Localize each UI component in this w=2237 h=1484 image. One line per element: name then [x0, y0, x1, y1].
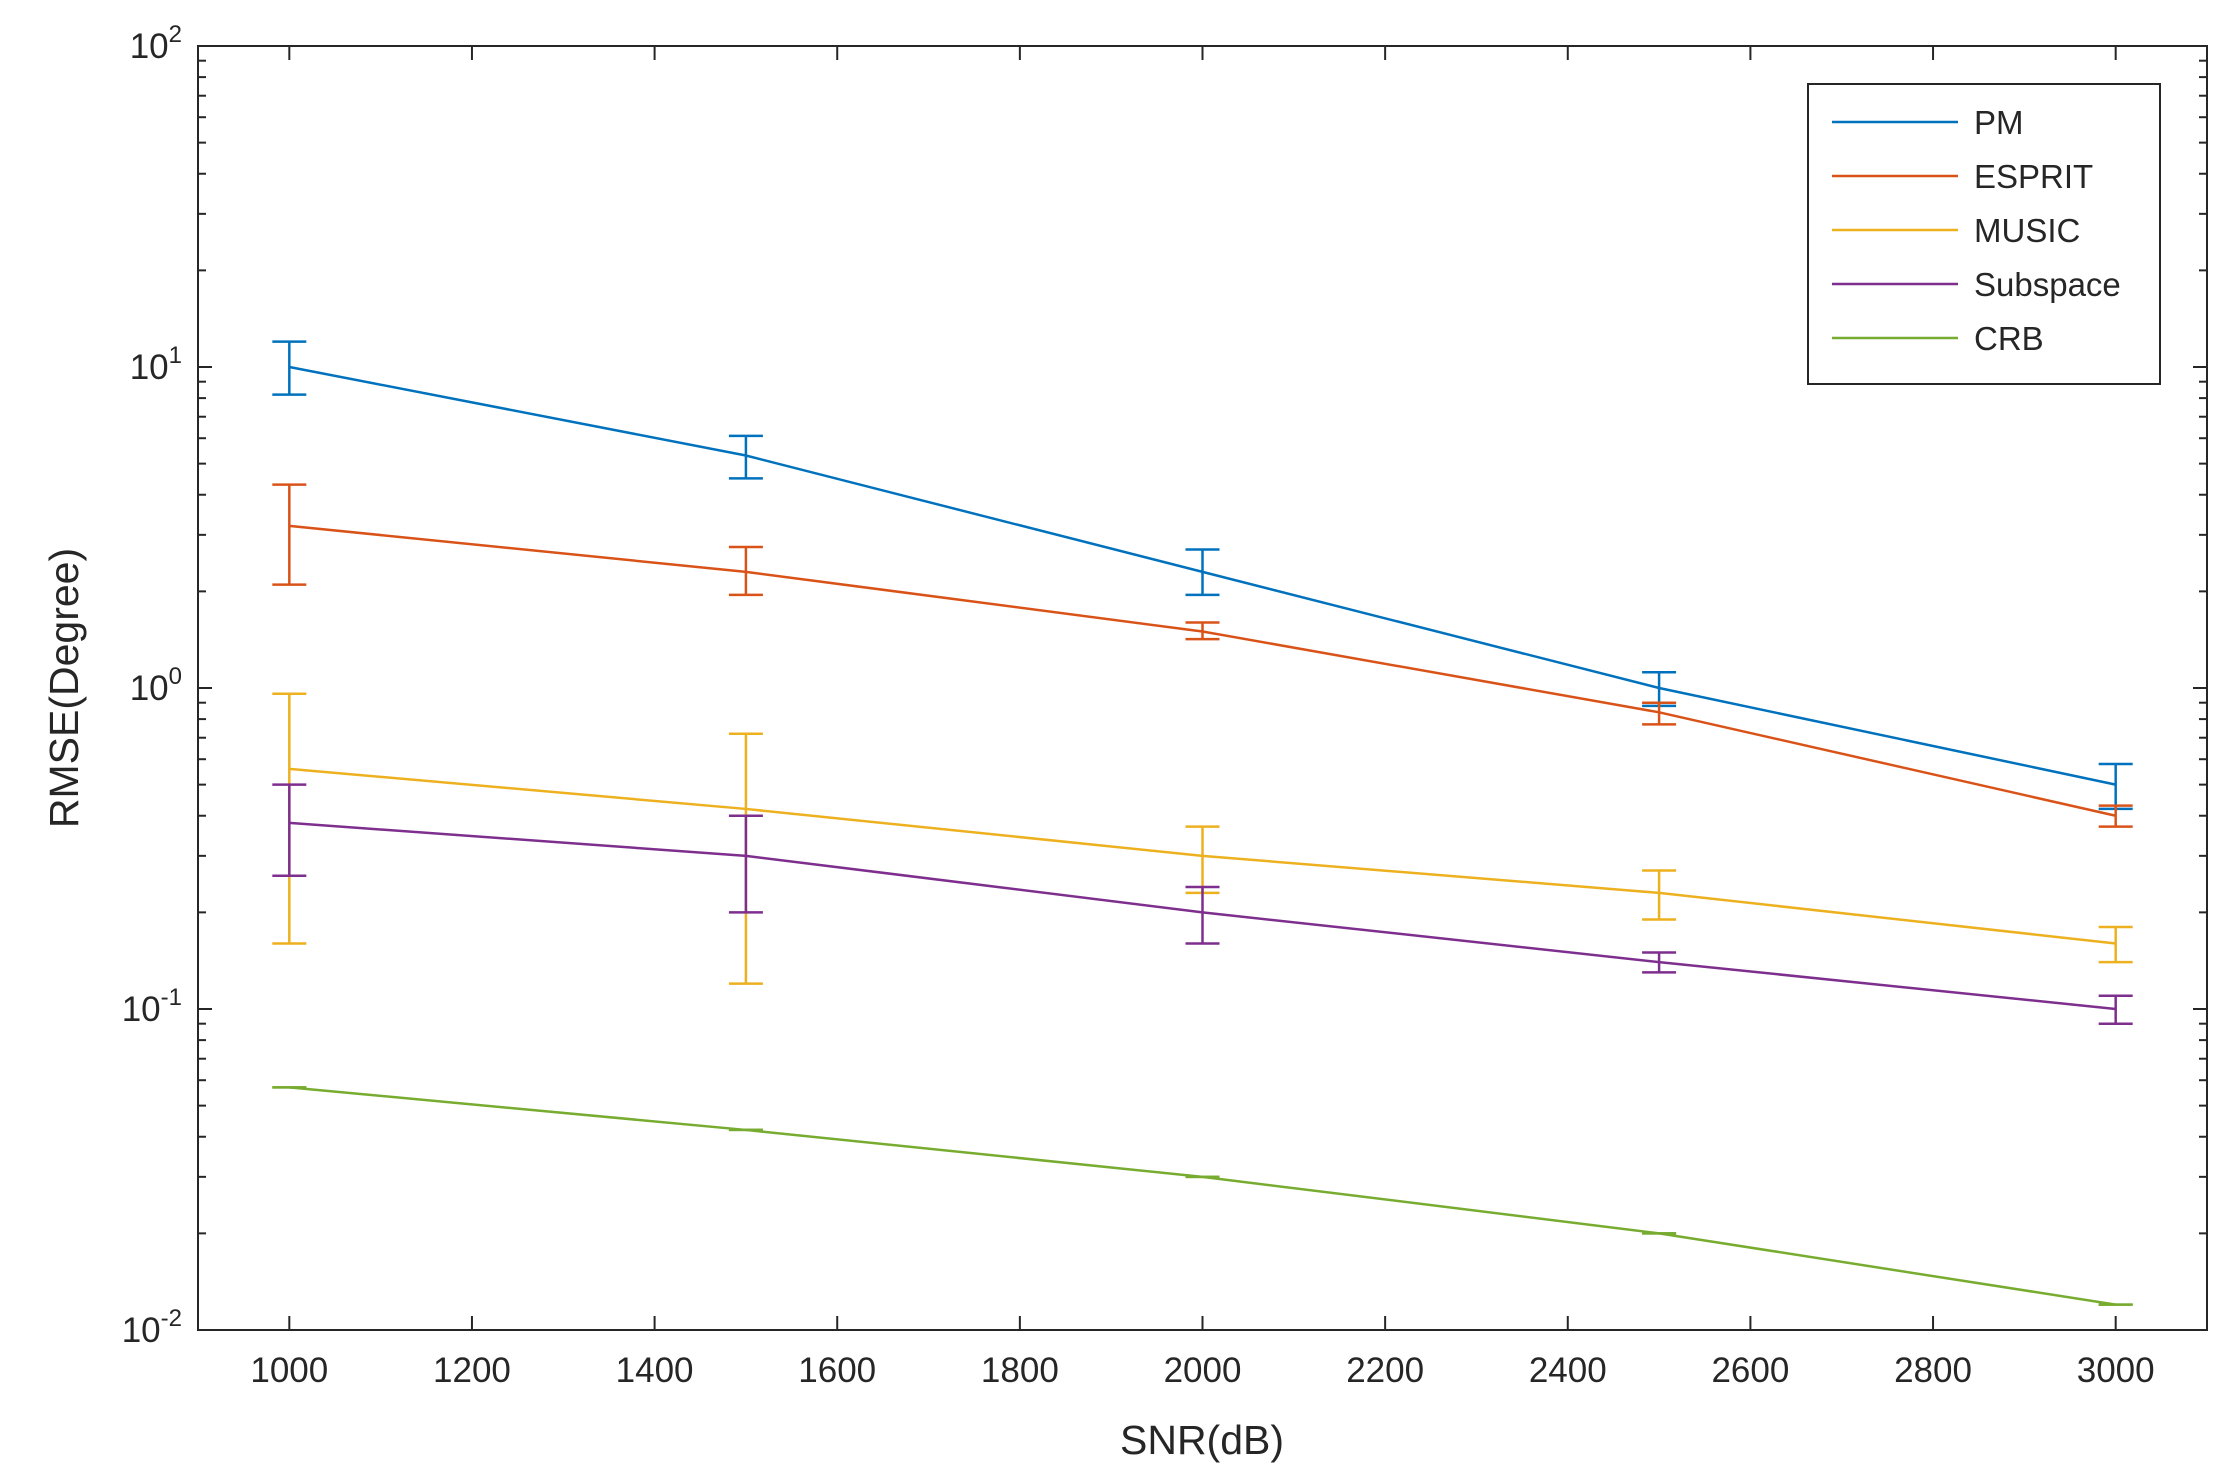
series-esprit [272, 483, 2133, 828]
x-tick-label: 3000 [2077, 1351, 2155, 1390]
x-tick-label: 2800 [1894, 1351, 1972, 1390]
x-tick-label: 1200 [433, 1351, 511, 1390]
series-pm [272, 340, 2133, 811]
legend-label: CRB [1974, 320, 2044, 357]
series-crb [272, 1086, 2133, 1306]
legend-label: MUSIC [1974, 212, 2080, 249]
plot-frame [197, 45, 2208, 1331]
legend-label: Subspace [1974, 266, 2121, 303]
series-subspace [272, 783, 2133, 1025]
x-tick-label: 2000 [1164, 1351, 1242, 1390]
x-tick-label: 1400 [616, 1351, 694, 1390]
x-tick-label: 1000 [250, 1351, 328, 1390]
x-tick-label: 2400 [1529, 1351, 1607, 1390]
y-tick-labels: 10-2 10-1 100 101 102 [122, 21, 182, 1350]
legend-box [1807, 83, 2161, 385]
legend: PM ESPRIT MUSIC Subspace CRB [1807, 83, 2161, 385]
x-axis-label: SNR(dB) [1120, 1417, 1284, 1463]
series-layer [272, 340, 2133, 1306]
x-tick-label: 2600 [1711, 1351, 1789, 1390]
y-tick-label: 10-1 [122, 984, 182, 1029]
axis-ticks [198, 45, 2207, 1331]
y-tick-label: 100 [130, 663, 182, 708]
legend-label: ESPRIT [1974, 158, 2093, 195]
x-tick-label: 1800 [981, 1351, 1059, 1390]
x-tick-label: 1600 [798, 1351, 876, 1390]
y-tick-label: 101 [130, 342, 182, 387]
x-tick-label: 2200 [1346, 1351, 1424, 1390]
x-tick-labels: 1000 1200 1400 1600 1800 2000 2200 2400 2600 2800… [250, 1351, 2154, 1390]
y-axis-label: RMSE(Degree) [41, 548, 87, 828]
legend-label: PM [1974, 104, 2024, 141]
y-tick-label: 10-2 [122, 1305, 182, 1350]
y-tick-label: 102 [130, 21, 182, 66]
